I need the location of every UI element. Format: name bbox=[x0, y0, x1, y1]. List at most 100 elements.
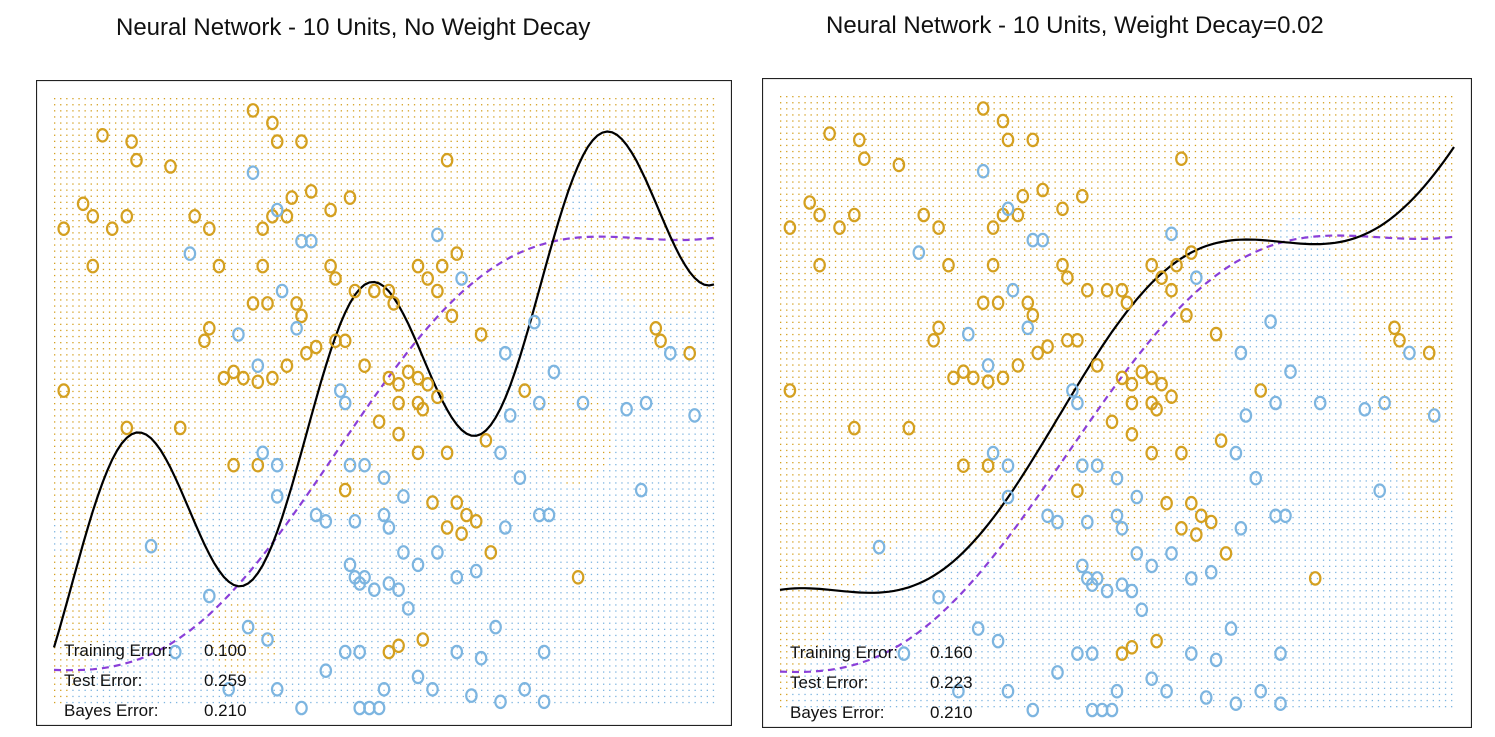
data-point-blue bbox=[358, 569, 371, 585]
data-point-orange bbox=[304, 184, 318, 199]
data-point-orange bbox=[996, 370, 1010, 386]
data-point-blue bbox=[144, 538, 158, 554]
data-point-orange bbox=[649, 321, 663, 336]
data-point-orange bbox=[382, 283, 396, 299]
data-point-orange bbox=[440, 520, 454, 535]
data-point-orange bbox=[1100, 282, 1114, 298]
data-point-blue bbox=[494, 445, 507, 461]
data-point-blue bbox=[1427, 408, 1441, 423]
data-point-blue bbox=[1100, 583, 1114, 599]
data-point-orange bbox=[450, 246, 464, 261]
data-point-blue bbox=[528, 314, 541, 330]
data-point-orange bbox=[358, 358, 371, 373]
error-stats: Training Error: 0.160 Test Error: 0.223 Baye… bbox=[790, 643, 973, 722]
data-point-blue bbox=[1378, 395, 1391, 411]
data-point-blue bbox=[465, 688, 478, 703]
data-point-blue bbox=[397, 545, 410, 560]
data-point-orange bbox=[372, 414, 386, 429]
data-point-blue bbox=[1001, 458, 1015, 473]
data-point-orange bbox=[1031, 345, 1044, 361]
data-point-blue bbox=[304, 233, 318, 249]
data-point-blue bbox=[1274, 646, 1287, 661]
data-point-orange bbox=[203, 321, 216, 336]
data-point-orange bbox=[1204, 514, 1218, 530]
data-point-orange bbox=[1125, 395, 1139, 411]
data-point-blue bbox=[1036, 232, 1049, 248]
data-point-orange bbox=[813, 257, 826, 273]
data-point-orange bbox=[1071, 483, 1084, 498]
data-point-blue bbox=[513, 470, 527, 485]
data-point-orange bbox=[227, 457, 240, 473]
data-point-orange bbox=[474, 327, 488, 342]
data-point-blue bbox=[343, 557, 357, 573]
data-point-orange bbox=[981, 374, 995, 389]
data-point-orange bbox=[1214, 433, 1228, 448]
data-point-orange bbox=[996, 113, 1010, 129]
series-blue bbox=[872, 163, 1441, 718]
data-point-blue bbox=[251, 358, 265, 373]
data-point-blue bbox=[547, 364, 561, 380]
data-point-blue bbox=[343, 457, 357, 473]
plot-weight-decay: Training Error: 0.160 Test Error: 0.223 Baye… bbox=[762, 78, 1472, 728]
data-point-orange bbox=[1125, 639, 1139, 655]
data-point-orange bbox=[86, 209, 100, 224]
data-point-blue bbox=[1269, 395, 1282, 411]
data-point-orange bbox=[440, 152, 454, 168]
data-point-orange bbox=[198, 333, 211, 349]
data-point-orange bbox=[1175, 151, 1188, 166]
data-point-orange bbox=[1105, 414, 1119, 430]
data-point-orange bbox=[173, 420, 187, 436]
stat-label: Training Error: bbox=[64, 641, 172, 660]
data-point-blue bbox=[431, 545, 444, 560]
data-point-blue bbox=[1264, 314, 1277, 329]
data-point-blue bbox=[169, 644, 182, 660]
data-point-orange bbox=[421, 376, 434, 392]
data-point-blue bbox=[498, 520, 512, 535]
data-point-orange bbox=[1165, 389, 1178, 404]
data-point-blue bbox=[232, 327, 245, 342]
data-point-orange bbox=[833, 220, 846, 235]
data-point-orange bbox=[848, 420, 861, 436]
data-point-blue bbox=[348, 513, 362, 529]
data-point-orange bbox=[295, 308, 308, 324]
data-point-orange bbox=[431, 283, 444, 299]
data-point-orange bbox=[1125, 376, 1139, 392]
data-point-blue bbox=[1254, 683, 1267, 699]
data-point-orange bbox=[1160, 495, 1173, 511]
data-point-blue bbox=[1165, 226, 1178, 242]
data-point-orange bbox=[813, 207, 826, 223]
stat-value: 0.259 bbox=[204, 671, 247, 690]
data-point-orange bbox=[256, 221, 269, 236]
data-point-orange bbox=[280, 358, 294, 373]
data-point-blue bbox=[537, 694, 551, 710]
data-point-orange bbox=[382, 370, 396, 386]
stat-label: Bayes Error: bbox=[64, 701, 158, 720]
data-point-blue bbox=[290, 321, 303, 336]
data-point-orange bbox=[1422, 345, 1436, 361]
chart-title-right: Neural Network - 10 Units, Weight Decay=… bbox=[826, 12, 1324, 40]
data-point-orange bbox=[1036, 182, 1049, 198]
data-point-blue bbox=[1110, 508, 1124, 524]
data-point-blue bbox=[295, 700, 308, 716]
data-point-orange bbox=[1135, 364, 1149, 379]
data-point-blue bbox=[397, 489, 410, 504]
data-point-blue bbox=[426, 681, 439, 697]
data-point-orange bbox=[1026, 308, 1040, 323]
data-point-orange bbox=[246, 103, 260, 118]
data-point-blue bbox=[1249, 470, 1263, 486]
data-point-orange bbox=[1175, 520, 1188, 536]
data-point-orange bbox=[976, 295, 990, 311]
data-point-orange bbox=[343, 190, 357, 205]
data-point-orange bbox=[76, 196, 90, 212]
data-point-blue bbox=[498, 345, 512, 361]
data-point-orange bbox=[1115, 370, 1129, 386]
data-point-orange bbox=[1080, 282, 1094, 298]
data-point-orange bbox=[256, 258, 269, 274]
data-point-blue bbox=[275, 283, 289, 299]
data-point-orange bbox=[1184, 245, 1198, 260]
data-point-orange bbox=[932, 320, 945, 336]
data-point-orange bbox=[1016, 188, 1030, 204]
data-point-blue bbox=[1145, 558, 1158, 574]
data-point-orange bbox=[1115, 646, 1129, 661]
data-point-orange bbox=[105, 221, 119, 236]
